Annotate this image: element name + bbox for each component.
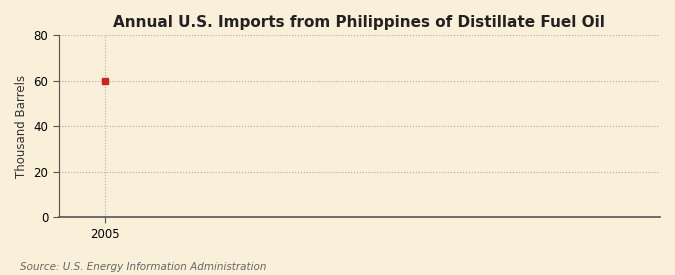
- Y-axis label: Thousand Barrels: Thousand Barrels: [15, 75, 28, 178]
- Title: Annual U.S. Imports from Philippines of Distillate Fuel Oil: Annual U.S. Imports from Philippines of …: [113, 15, 605, 30]
- Text: Source: U.S. Energy Information Administration: Source: U.S. Energy Information Administ…: [20, 262, 267, 272]
